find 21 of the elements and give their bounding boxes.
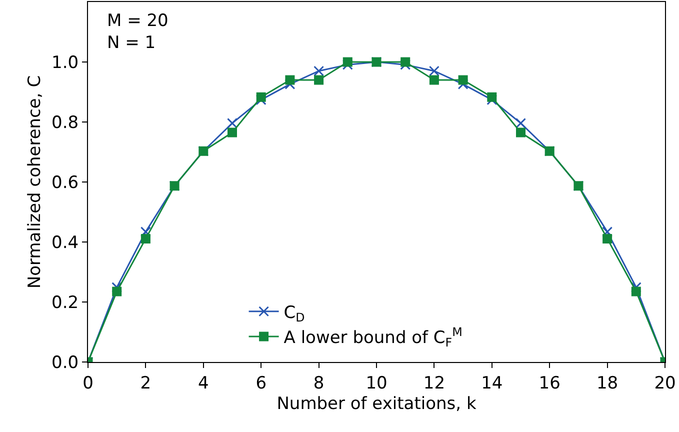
x-axis-title: Number of exitations, k [276,394,476,414]
x-tick-label: 0 [82,373,94,394]
y-axis-title: Normalized coherence, C [25,75,46,289]
x-tick-label: 18 [596,373,618,394]
x-tick-label: 2 [140,373,152,394]
y-tick-label: 0.2 [52,292,79,313]
x-tick-label: 12 [423,373,446,394]
annotation: M = 20 N = 1 [107,11,168,54]
x-tick-label: 14 [481,373,503,394]
x-tick-label: 6 [256,373,267,394]
x-tick-label: 10 [366,373,388,394]
y-tick-label: 0.6 [52,172,79,193]
y-tick-label: 0.8 [52,112,79,133]
x-tick-label: 8 [313,373,324,394]
y-tick-label: 1.0 [52,52,79,73]
y-tick-label: 0.0 [52,352,79,373]
x-tick-label: 20 [654,373,676,394]
y-tick-label: 0.4 [52,232,79,253]
x-tick-label: 4 [198,373,209,394]
x-tick-label: 16 [538,373,560,394]
legend-label: C$_{D}$ [284,302,305,325]
